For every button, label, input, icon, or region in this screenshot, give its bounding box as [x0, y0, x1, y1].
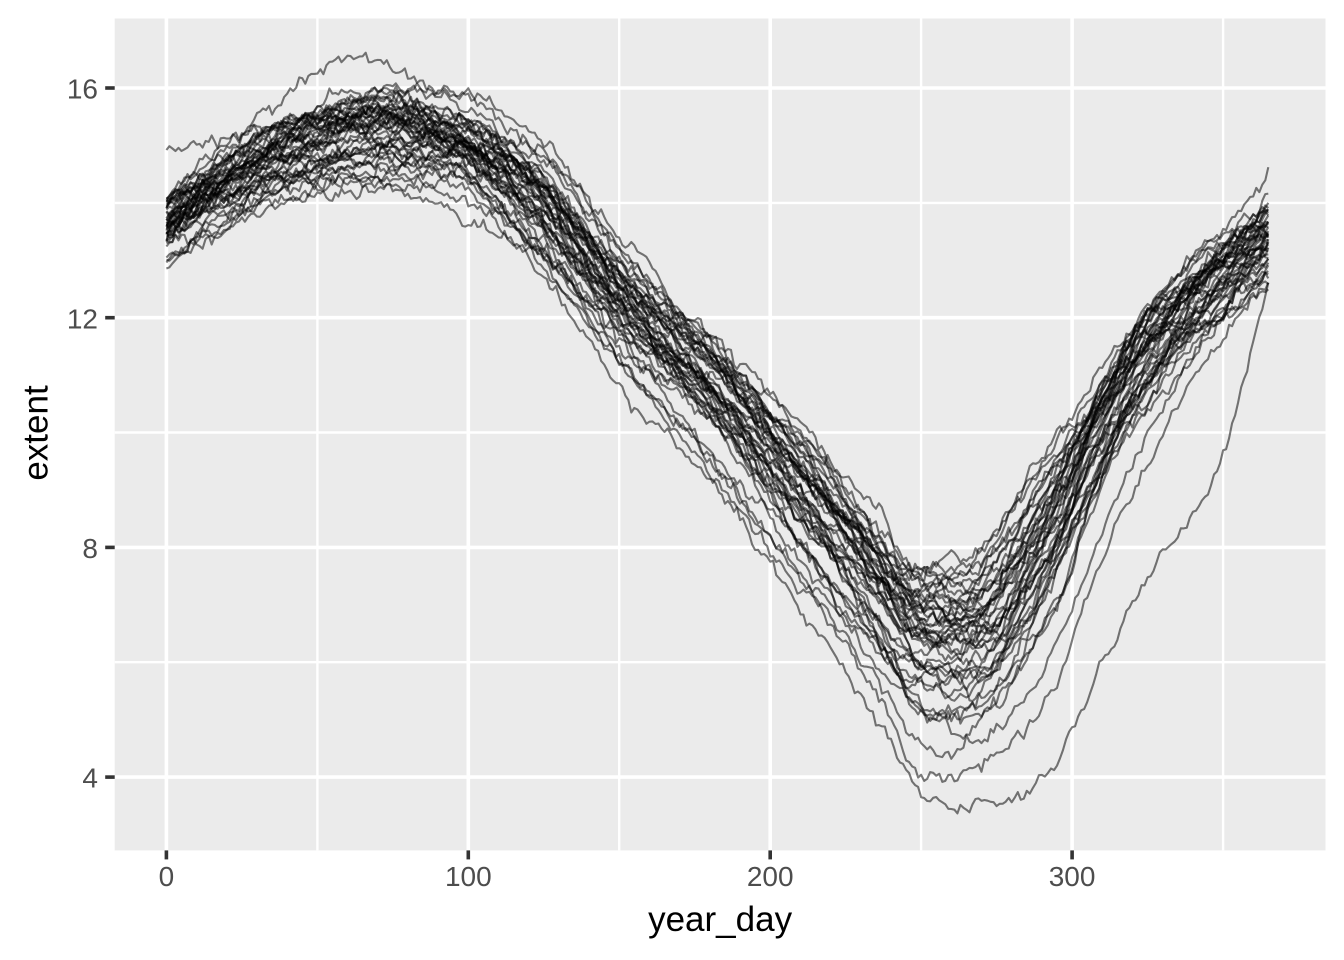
svg-text:year_day: year_day	[648, 900, 792, 939]
svg-text:8: 8	[82, 533, 98, 564]
svg-text:4: 4	[82, 763, 98, 794]
svg-text:extent: extent	[17, 385, 56, 481]
svg-text:200: 200	[747, 861, 794, 892]
svg-text:300: 300	[1049, 861, 1096, 892]
svg-text:100: 100	[445, 861, 492, 892]
svg-text:0: 0	[159, 861, 175, 892]
svg-text:12: 12	[67, 303, 98, 334]
svg-text:16: 16	[67, 74, 98, 105]
